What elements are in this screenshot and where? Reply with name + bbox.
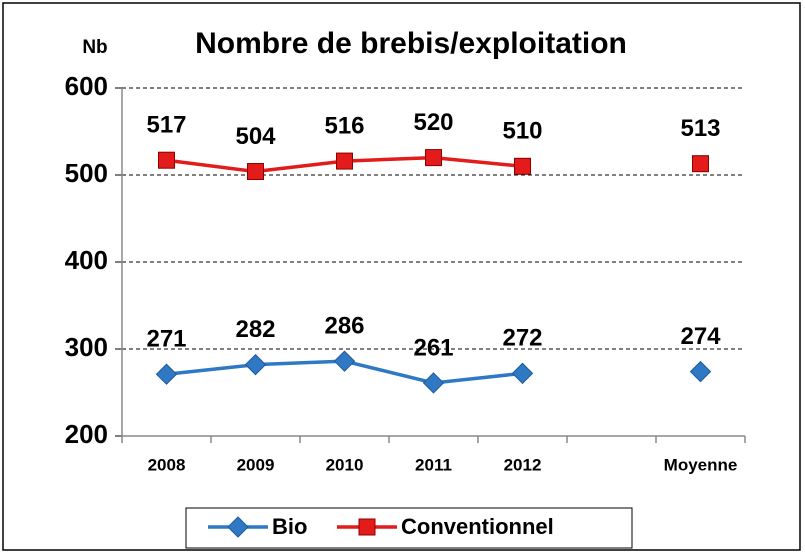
data-label: 513 bbox=[680, 115, 720, 142]
data-label: 504 bbox=[235, 123, 276, 150]
data-label: 510 bbox=[502, 118, 542, 145]
data-label: 282 bbox=[235, 316, 275, 343]
y-tick-label: 400 bbox=[65, 245, 108, 275]
marker bbox=[689, 360, 712, 383]
data-label: 271 bbox=[146, 326, 186, 353]
marker bbox=[336, 152, 353, 170]
data-label: 520 bbox=[413, 109, 453, 136]
marker bbox=[358, 518, 376, 536]
data-label: 272 bbox=[502, 325, 542, 352]
x-tick-label: 2012 bbox=[504, 455, 542, 474]
y-tick-label: 500 bbox=[65, 158, 108, 188]
data-label: 286 bbox=[324, 313, 364, 340]
data-label: 261 bbox=[413, 334, 453, 361]
marker bbox=[692, 155, 709, 173]
marker bbox=[158, 151, 175, 169]
data-label: 274 bbox=[680, 323, 721, 350]
x-tick-label: 2008 bbox=[148, 455, 186, 474]
marker bbox=[425, 149, 442, 167]
chart-title: Nombre de brebis/exploitation bbox=[195, 27, 627, 60]
x-tick-label: 2010 bbox=[326, 455, 364, 474]
y-tick-label: 200 bbox=[65, 419, 108, 449]
legend-label: Conventionnel bbox=[401, 514, 554, 539]
marker bbox=[511, 362, 534, 385]
marker bbox=[155, 363, 178, 385]
y-tick-label: 300 bbox=[65, 332, 108, 362]
y-axis-label: Nb bbox=[82, 37, 107, 58]
x-tick-label: 2011 bbox=[415, 455, 452, 474]
x-tick-label: 2009 bbox=[237, 455, 275, 474]
y-tick-label: 600 bbox=[65, 71, 108, 101]
marker bbox=[247, 163, 264, 181]
chart-border bbox=[2, 2, 801, 551]
x-tick-label: Moyenne bbox=[664, 455, 738, 474]
marker bbox=[422, 372, 445, 394]
marker bbox=[244, 353, 267, 376]
marker bbox=[333, 350, 356, 372]
legend-label: Bio bbox=[272, 514, 307, 539]
data-label: 516 bbox=[324, 112, 364, 139]
marker bbox=[514, 157, 531, 175]
data-label: 517 bbox=[146, 112, 186, 139]
marker bbox=[227, 516, 249, 538]
